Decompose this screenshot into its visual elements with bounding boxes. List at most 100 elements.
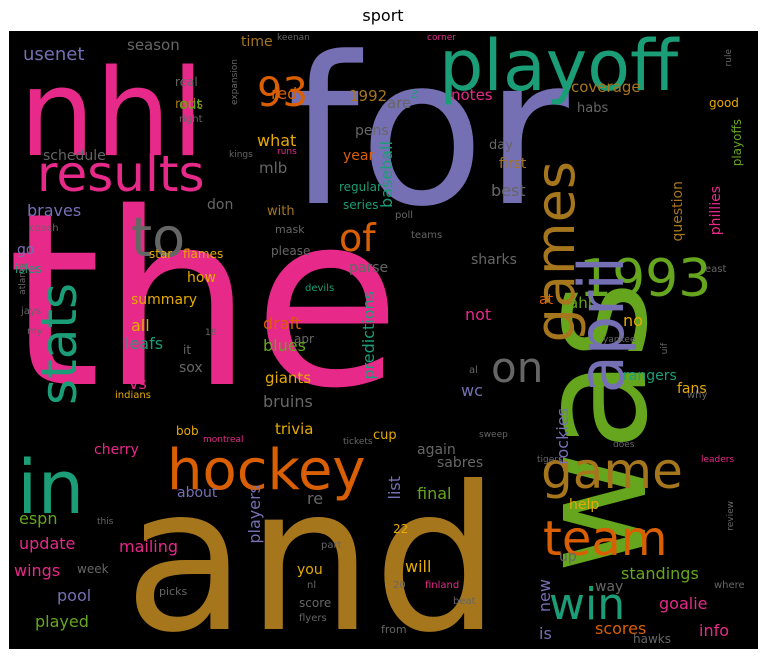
cloud-word: real (175, 75, 198, 89)
cloud-word: team (543, 511, 668, 567)
cloud-word: teams (411, 230, 443, 241)
cloud-word: in (17, 445, 85, 531)
cloud-word: flyers (299, 613, 327, 624)
cloud-word: regular (339, 180, 382, 194)
cloud-word: first (499, 156, 527, 172)
cloud-word: keenan (277, 33, 310, 43)
cloud-word: part (321, 540, 342, 551)
cloud-word: coverage (571, 78, 641, 96)
cloud-word: blues (263, 336, 306, 355)
cloud-word: star (149, 247, 173, 261)
cloud-word: schedule (43, 148, 106, 164)
cloud-word: devils (305, 283, 335, 294)
cloud-word: my (27, 326, 43, 337)
cloud-word: red (271, 84, 298, 103)
cloud-word: what (257, 131, 297, 150)
cloud-word: not (465, 305, 492, 324)
cloud-word: will (405, 557, 432, 576)
cloud-word: question (670, 181, 686, 242)
cloud-word: 18 (205, 328, 217, 338)
cloud-word: with (267, 204, 295, 219)
cloud-word: rule (724, 49, 734, 67)
cloud-word: on (491, 343, 544, 392)
cloud-word: year (343, 148, 375, 164)
cloud-word: go (17, 242, 35, 258)
cloud-word: bruins (263, 392, 313, 411)
cloud-word: info (699, 621, 730, 640)
cloud-word: update (19, 534, 76, 553)
cloud-word: no (623, 311, 643, 330)
cloud-word: ahl (569, 294, 592, 312)
cloud-word: of (339, 216, 376, 260)
cloud-word: sox (179, 360, 203, 376)
cloud-word: all (131, 316, 150, 335)
cloud-word: please (271, 244, 311, 258)
cloud-word: again (417, 442, 456, 458)
cloud-word: beat (453, 596, 476, 607)
cloud-word: best (491, 181, 526, 200)
word-cloud: the for and was nhl playoff hockey in results 199… (9, 31, 758, 649)
cloud-word: runs (277, 147, 297, 157)
cloud-word: wings (14, 561, 61, 580)
cloud-word: corner (427, 33, 456, 43)
cloud-word: 22 (393, 522, 409, 536)
cloud-word: pool (57, 586, 92, 605)
cloud-word: from (381, 623, 407, 636)
cloud-word: 1993 (579, 249, 712, 309)
cloud-word: habs (577, 101, 609, 116)
cloud-word: list (385, 476, 404, 500)
cloud-word: help (569, 497, 600, 513)
cloud-word: results (37, 145, 205, 203)
cloud-word: week (77, 562, 109, 576)
cloud-word: parse (349, 260, 389, 276)
cloud-word: giants (265, 369, 312, 387)
cloud-word: reds (175, 97, 204, 112)
cloud-word: kings (229, 150, 253, 160)
cloud-word: tickets (343, 437, 373, 447)
cloud-word: series (343, 198, 379, 212)
cloud-word: does (613, 440, 635, 450)
cloud-word: cup (373, 428, 397, 443)
cloud-word: playoffs (730, 119, 744, 167)
cloud-word: why (687, 390, 708, 401)
cloud-word: atlanta (18, 263, 28, 295)
cloud-word: games (524, 161, 587, 343)
cloud-word: nl (307, 580, 317, 591)
cloud-word: vs (129, 374, 147, 393)
cloud-word: game (541, 442, 683, 500)
cloud-word: tigers (537, 455, 563, 465)
cloud-word: coach (29, 223, 59, 234)
cloud-word: time (241, 34, 273, 50)
figure-title: sport (362, 6, 404, 25)
cloud-word: and (124, 444, 501, 650)
cloud-word: win (549, 579, 626, 630)
cloud-word: score (299, 596, 332, 610)
cloud-word: out (179, 97, 202, 113)
cloud-word: phillies (708, 186, 724, 236)
cloud-word: montreal (203, 435, 244, 445)
cloud-word: poll (395, 210, 414, 221)
cloud-word: east (705, 264, 727, 275)
cloud-word: expansion (230, 59, 240, 106)
cloud-word: rangers (623, 368, 677, 384)
cloud-word: review (726, 501, 736, 531)
cloud-word: espn (19, 509, 58, 528)
cloud-word: al (469, 365, 478, 376)
cloud-word: right (179, 114, 203, 125)
cloud-word: final (417, 484, 452, 503)
cloud-word: for (287, 31, 569, 252)
cloud-word: leafs (125, 334, 164, 353)
cloud-word: leaders (701, 455, 735, 465)
cloud-word: yankee (603, 335, 636, 345)
cloud-word: way (595, 579, 624, 595)
cloud-word: goalie (659, 594, 708, 613)
cloud-word: mlb (259, 159, 288, 177)
cloud-word: standings (621, 564, 699, 583)
cloud-word: hockey (167, 438, 366, 503)
cloud-word: 20 (393, 580, 406, 591)
cloud-word: finland (425, 580, 460, 591)
cloud-word: flames (183, 247, 224, 261)
cloud-word: up (559, 549, 577, 565)
cloud-word: mailing (119, 537, 179, 556)
cloud-word: at (539, 292, 554, 308)
